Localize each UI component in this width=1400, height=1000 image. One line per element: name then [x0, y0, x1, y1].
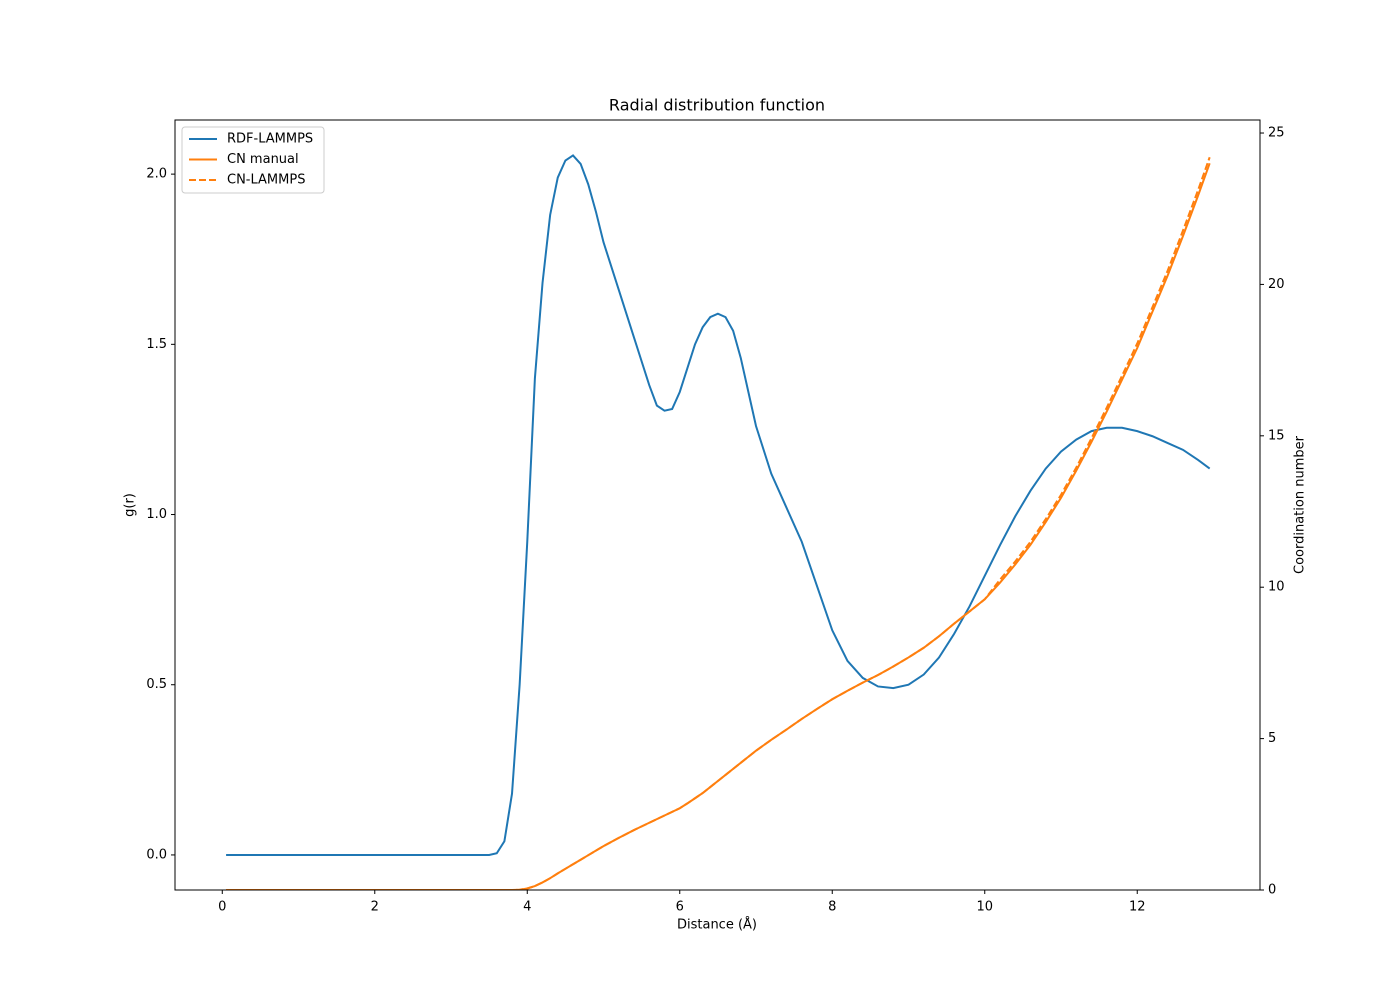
x-tick-label: 6: [676, 900, 684, 915]
x-tick-label: 8: [828, 900, 836, 915]
y2-tick-label: 5: [1268, 731, 1276, 746]
plot-frame: [174, 119, 1261, 891]
series-line: [226, 156, 1211, 890]
y-tick-label: 1.5: [146, 337, 167, 352]
legend-label: CN manual: [227, 152, 299, 167]
series-line: [226, 154, 1211, 856]
x-tick-label: 0: [218, 900, 226, 915]
x-tick-label: 12: [1129, 900, 1146, 915]
y-tick-label: 0.5: [146, 677, 167, 692]
y-tick-label: 0.0: [146, 847, 167, 862]
y-tick-label: 1.0: [146, 507, 167, 522]
y-tick-label: 2.0: [146, 167, 167, 182]
legend-box: [181, 126, 325, 194]
x-tick-label: 10: [976, 900, 993, 915]
y2-axis-label: Coordination number: [1293, 435, 1308, 574]
x-tick-label: 4: [523, 900, 531, 915]
y2-tick-label: 10: [1268, 580, 1285, 595]
legend-label: CN-LAMMPS: [227, 173, 305, 188]
x-tick-label: 2: [371, 900, 379, 915]
chart-title: Radial distribution function: [609, 96, 825, 115]
legend-label: RDF-LAMMPS: [227, 132, 313, 147]
y2-tick-label: 15: [1268, 428, 1285, 443]
y2-tick-label: 20: [1268, 277, 1285, 292]
y-axis-label: g(r): [123, 493, 138, 517]
x-axis-label: Distance (Å): [677, 917, 757, 933]
y2-tick-label: 25: [1268, 126, 1285, 141]
y2-tick-label: 0: [1268, 883, 1276, 898]
